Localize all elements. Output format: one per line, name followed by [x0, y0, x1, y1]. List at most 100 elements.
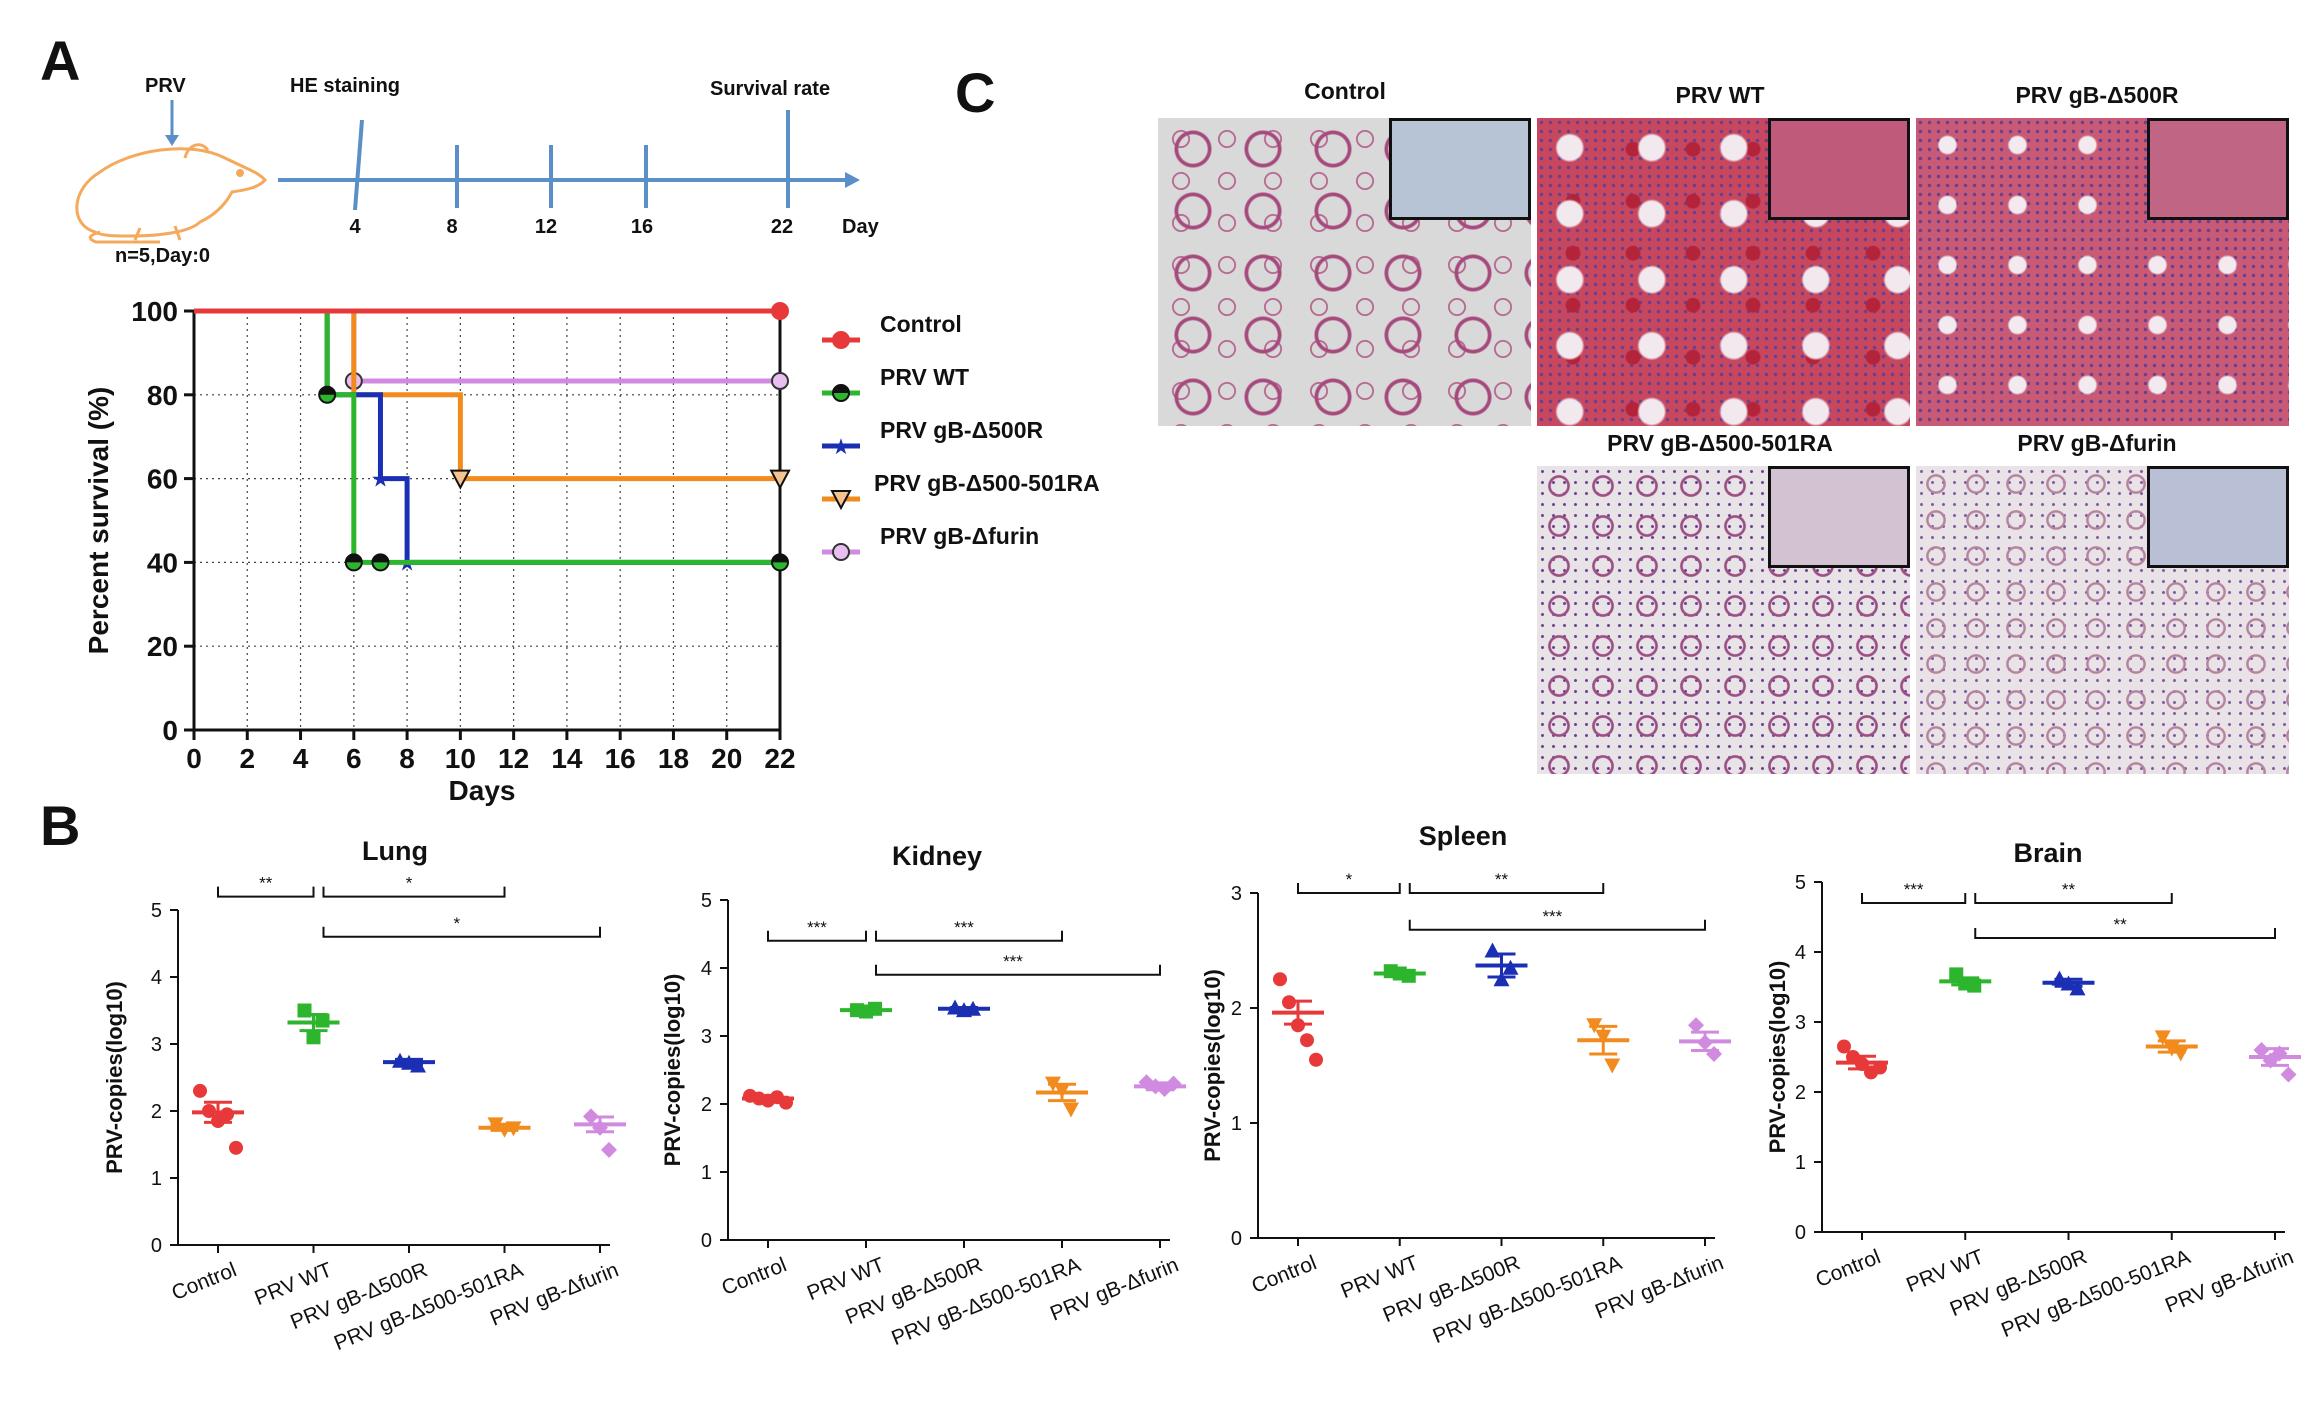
- timeline-day: 16: [631, 216, 653, 238]
- significance-label: ***: [1003, 952, 1023, 971]
- data-point: [832, 543, 850, 561]
- y-tick-label: 4: [1795, 942, 1806, 964]
- data-point: ★: [371, 468, 391, 493]
- x-tick-label: 12: [498, 743, 529, 774]
- data-point: [601, 1141, 617, 1158]
- data-point: [2154, 1030, 2171, 1046]
- x-tick-label: PRV gB-Δ500-501RA: [1998, 1245, 2194, 1342]
- x-tick-label: 10: [445, 743, 476, 774]
- panel-label-a: A: [40, 29, 80, 92]
- data-point: [2172, 1046, 2189, 1062]
- data-point: [1706, 1046, 1722, 1062]
- x-tick-label: 6: [346, 743, 362, 774]
- x-tick-label: Control: [718, 1253, 789, 1300]
- y-axis-label: PRV-copies(log10): [1200, 969, 1225, 1162]
- data-point: [832, 331, 850, 349]
- tissue-inset: [1768, 118, 1910, 220]
- data-point: [1300, 1033, 1314, 1048]
- survival-line: [194, 308, 780, 565]
- y-tick-label: 5: [151, 900, 162, 922]
- panel-label-c: C: [955, 61, 995, 124]
- y-tick-label: 1: [701, 1162, 712, 1184]
- data-point: [306, 1030, 321, 1045]
- tissue-image-d500501: [1537, 466, 1910, 774]
- legend-label: PRV gB-Δfurin: [880, 523, 1039, 549]
- significance-bracket: [217, 886, 315, 898]
- panel-label-b: B: [40, 794, 80, 857]
- legend-label: PRV WT: [880, 364, 969, 390]
- data-point: [1837, 1039, 1851, 1054]
- survival-line: [194, 308, 780, 565]
- y-tick-label: 3: [1231, 883, 1242, 905]
- timeline: PRV n=5,Day:0 HE staining Survival rate …: [75, 75, 880, 267]
- significance-label: **: [2114, 915, 2128, 934]
- chart-title: Kidney: [892, 841, 982, 871]
- x-tick-label: 16: [605, 743, 636, 774]
- y-tick-label: 0: [162, 715, 178, 746]
- data-point: [1604, 1058, 1621, 1074]
- significance-label: ***: [807, 918, 827, 937]
- x-tick-label: 4: [293, 743, 309, 774]
- injection-arrow-head: [165, 135, 179, 146]
- data-point: [345, 554, 362, 563]
- x-tick-label: 8: [399, 743, 415, 774]
- he-staining-label: HE staining: [290, 75, 400, 97]
- data-point: [830, 490, 852, 511]
- tissue-inset: [1389, 118, 1531, 220]
- y-tick-label: 1: [151, 1168, 162, 1190]
- data-point: [1273, 972, 1287, 987]
- mouse-icon: [75, 143, 267, 244]
- significance-bracket: [1861, 893, 1967, 904]
- timeline-day: 22: [771, 216, 793, 238]
- data-point: [771, 371, 789, 390]
- significance-label: **: [1495, 870, 1509, 889]
- timeline-day: 4: [349, 216, 361, 238]
- significance-bracket: [1408, 883, 1605, 894]
- significance-label: ***: [1904, 880, 1924, 899]
- timeline-tick-4: [353, 119, 364, 211]
- x-tick-label: 2: [239, 743, 255, 774]
- data-point: [319, 386, 336, 395]
- y-tick-label: 0: [1231, 1228, 1242, 1250]
- y-tick-label: 20: [147, 631, 178, 662]
- y-tick-label: 60: [147, 464, 178, 495]
- significance-label: *: [453, 914, 460, 933]
- y-tick-label: 3: [701, 1026, 712, 1048]
- survival-rate-label: Survival rate: [710, 78, 830, 100]
- y-tick-label: 2: [151, 1101, 162, 1123]
- significance-label: ***: [1542, 907, 1562, 926]
- legend-label: Control: [880, 311, 962, 337]
- group-label: n=5,Day:0: [115, 245, 210, 267]
- tile-title-d500r: PRV gB-Δ500R: [2015, 82, 2179, 108]
- tile-title-control: Control: [1304, 78, 1386, 104]
- significance-label: **: [259, 874, 273, 893]
- y-axis-label: PRV-copies(log10): [660, 974, 685, 1167]
- tile-title-d500501: PRV gB-Δ500-501RA: [1607, 430, 1833, 456]
- significance-bracket: [1408, 919, 1706, 931]
- virus-label: PRV: [145, 75, 186, 97]
- data-point: [772, 554, 788, 563]
- y-tick-label: 4: [151, 967, 162, 989]
- legend-label: PRV gB-Δ500R: [880, 417, 1043, 443]
- y-axis-label: PRV-copies(log10): [1765, 961, 1790, 1154]
- timeline-day: 8: [446, 216, 457, 238]
- timeline-arrow-head: [845, 172, 860, 188]
- significance-bracket: [767, 930, 867, 942]
- data-point: [771, 302, 789, 320]
- significance-label: *: [406, 874, 413, 893]
- y-tick-label: 2: [1795, 1082, 1806, 1104]
- tissue-image-d500r: [1916, 118, 2289, 426]
- y-tick-label: 80: [147, 380, 178, 411]
- tile-title-wt: PRV WT: [1675, 82, 1765, 108]
- data-point: [220, 1107, 234, 1122]
- tissue-inset: [1768, 466, 1910, 568]
- data-point: [2069, 980, 2086, 996]
- legend-label: PRV gB-Δ500-501RA: [874, 470, 1100, 496]
- data-point: [449, 469, 472, 490]
- y-tick-label: 3: [1795, 1012, 1806, 1034]
- timeline-day: 12: [535, 216, 557, 238]
- significance-bracket: [1974, 893, 2173, 904]
